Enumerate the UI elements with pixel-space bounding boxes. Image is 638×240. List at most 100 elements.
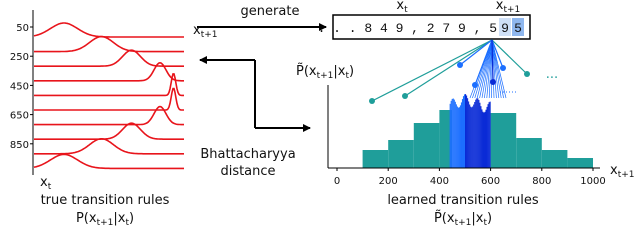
- row-label: 650: [10, 111, 29, 122]
- hist-bar: [468, 101, 470, 168]
- hist-bar: [457, 107, 459, 168]
- formula-part: |x: [333, 64, 345, 79]
- row-label: 850: [10, 140, 29, 151]
- right-caption: learned transition rules: [387, 193, 539, 208]
- hist-bar: [449, 103, 451, 168]
- fan-line: [491, 39, 500, 99]
- hist-bar: [463, 94, 466, 168]
- row-label: 450: [10, 81, 29, 92]
- formula-part: x: [496, 0, 504, 13]
- formula: xt+1: [610, 163, 635, 180]
- hist-bar: [461, 99, 464, 168]
- fan-line: [474, 39, 493, 99]
- ellipsis: ...: [546, 67, 558, 82]
- fan-line: [479, 39, 493, 99]
- x-tick-label: 200: [379, 176, 398, 187]
- formula-part: ): [487, 211, 492, 226]
- formula-part: x: [396, 0, 404, 13]
- formula-part: ): [349, 64, 354, 79]
- formula: xt+1: [496, 0, 521, 15]
- hist-bar: [487, 104, 489, 168]
- subscript: t: [483, 218, 487, 228]
- hist-bar: [488, 102, 490, 168]
- hist-bar: [482, 111, 484, 168]
- fan-line: [371, 39, 493, 102]
- hist-bar: [472, 106, 474, 168]
- sample-dot: [402, 93, 408, 99]
- hist-bar: [453, 99, 455, 168]
- learned-histogram: [362, 94, 593, 168]
- hist-bar: [459, 105, 461, 168]
- highlight: [512, 18, 524, 36]
- fan-line: [484, 39, 493, 99]
- hist-bar: [455, 104, 457, 168]
- fan-line: [491, 39, 507, 99]
- hist-bar: [413, 123, 440, 168]
- formula: xt: [40, 175, 52, 192]
- distance-label: distance: [220, 164, 275, 179]
- hist-bar: [451, 98, 453, 168]
- x-tick-label: 0: [334, 176, 340, 187]
- hist-bar: [466, 95, 468, 168]
- x-tick-label: 1000: [580, 176, 605, 187]
- hist-bar: [458, 107, 460, 168]
- true-rule-curves: [33, 22, 184, 170]
- fan-line: [491, 39, 528, 75]
- x-tick-label: 800: [532, 176, 551, 187]
- fan-line: [491, 39, 504, 69]
- hist-bar: [481, 109, 483, 168]
- sequence-box: [332, 14, 531, 40]
- distance-label: Bhattacharyya: [200, 147, 295, 162]
- row-label: 250: [10, 52, 29, 63]
- hist-bar: [471, 107, 473, 168]
- true-rule-curve: [34, 49, 184, 67]
- hist-bar: [478, 99, 480, 168]
- fan-line: [491, 39, 504, 99]
- formula: P̃(xt+1|xt): [296, 64, 354, 81]
- formula-part: x: [40, 175, 48, 190]
- hist-bar: [465, 94, 467, 168]
- sample-dot: [472, 82, 478, 88]
- hist-bar: [469, 104, 471, 168]
- hist-bar: [454, 101, 456, 168]
- sample-dot: [524, 71, 530, 77]
- true-rule-curve: [34, 61, 184, 82]
- hist-bar: [541, 150, 568, 168]
- formula-part: x: [193, 23, 201, 38]
- true-rule-curve: [34, 122, 184, 140]
- formula: xt+1: [193, 23, 218, 40]
- hist-bar: [362, 150, 389, 168]
- sample-fan: [369, 39, 530, 104]
- subscript: t+1: [503, 5, 520, 15]
- subscript: t: [125, 218, 129, 228]
- subscript: t+1: [317, 71, 334, 81]
- x-tick-label: 600: [481, 176, 500, 187]
- sample-dot: [369, 98, 375, 104]
- formula-part: ): [129, 211, 134, 226]
- hist-bar: [516, 138, 542, 168]
- true-rule-curve: [34, 35, 184, 53]
- hist-bar: [476, 98, 478, 168]
- true-rule-curve: [33, 22, 184, 38]
- fan-line: [481, 39, 493, 99]
- subscript: t: [48, 182, 52, 192]
- hist-bar: [480, 106, 482, 168]
- true-rule-curve: [33, 153, 184, 170]
- hist-bar: [456, 106, 458, 168]
- fan-line: [404, 39, 493, 97]
- figure: generate . . . 8 4 9 , 2 7 9 , 5 9 5 Bha…: [10, 0, 635, 228]
- formula-part: P̃(x: [296, 64, 317, 79]
- hist-bar: [474, 101, 476, 168]
- true-rule-curve: [34, 105, 184, 126]
- hist-bar: [439, 110, 453, 168]
- highlight: [499, 18, 511, 36]
- hist-bar: [484, 111, 486, 168]
- formula-part: P(x: [76, 211, 97, 226]
- hist-bar: [473, 104, 475, 168]
- sequence-digit: 5: [514, 21, 522, 36]
- hist-bar: [460, 102, 463, 168]
- sample-dot: [500, 65, 506, 71]
- true-rule-curve: [34, 138, 184, 155]
- hist-bar: [489, 101, 491, 168]
- sequence-text: . . . 8 4 9 , 2 7 9 , 5: [318, 21, 497, 36]
